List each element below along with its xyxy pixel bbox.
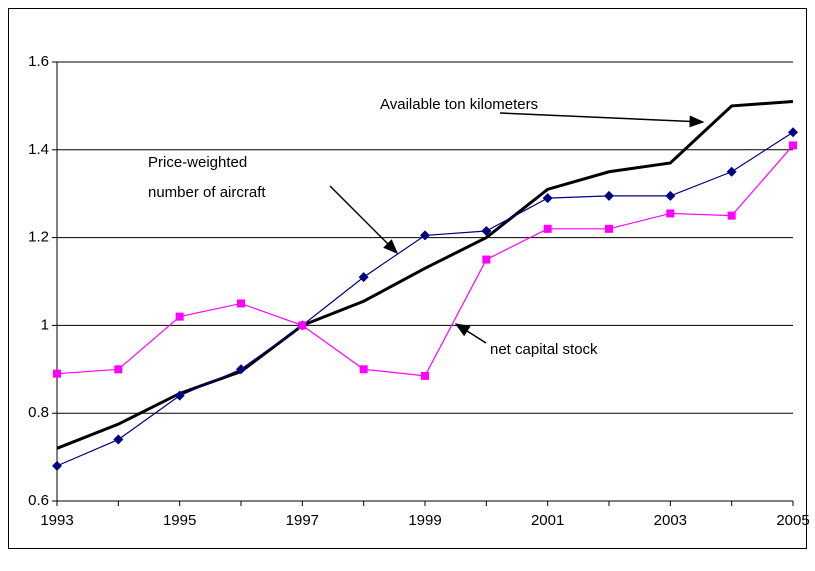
annotation: Price-weighted number of aircraft xyxy=(148,154,266,201)
point xyxy=(788,127,798,138)
x-tick-label: 2005 xyxy=(776,512,809,529)
point xyxy=(542,193,553,204)
point xyxy=(727,211,736,220)
y-tick-label: 1.4 xyxy=(28,141,49,158)
point xyxy=(53,369,61,378)
y-tick-label: 1.2 xyxy=(28,229,49,246)
y-tick-label: 0.8 xyxy=(28,404,49,421)
annotation: net capital stock xyxy=(490,341,598,358)
annotation: Available ton kilometers xyxy=(380,96,539,113)
annotation-arrow xyxy=(329,185,399,255)
x-tick-label: 1995 xyxy=(163,512,196,529)
y-tick-label: 1.6 xyxy=(28,53,49,70)
point xyxy=(114,365,123,374)
point xyxy=(482,255,491,264)
point xyxy=(174,390,185,401)
point xyxy=(789,141,797,150)
x-tick-label: 1997 xyxy=(286,512,319,529)
x-tick-label: 2003 xyxy=(654,512,687,529)
y-tick-label: 1 xyxy=(41,316,49,333)
annotation-arrow xyxy=(454,323,487,344)
annotation-arrow xyxy=(499,112,705,128)
point xyxy=(726,166,737,177)
point xyxy=(604,190,614,201)
point xyxy=(481,226,492,237)
y-tick-label: 0.6 xyxy=(28,492,49,509)
point xyxy=(298,321,307,330)
point xyxy=(420,230,430,241)
point xyxy=(237,299,245,308)
point xyxy=(359,365,368,374)
point xyxy=(236,364,246,375)
point xyxy=(666,209,675,218)
point xyxy=(175,312,184,321)
point xyxy=(421,371,429,380)
point xyxy=(358,272,369,283)
point xyxy=(113,434,124,445)
point xyxy=(605,224,613,233)
point xyxy=(665,190,676,201)
x-tick-label: 1993 xyxy=(40,512,73,529)
x-tick-label: 2001 xyxy=(531,512,564,529)
point xyxy=(52,460,62,471)
x-tick-label: 1999 xyxy=(408,512,441,529)
point xyxy=(543,224,552,233)
